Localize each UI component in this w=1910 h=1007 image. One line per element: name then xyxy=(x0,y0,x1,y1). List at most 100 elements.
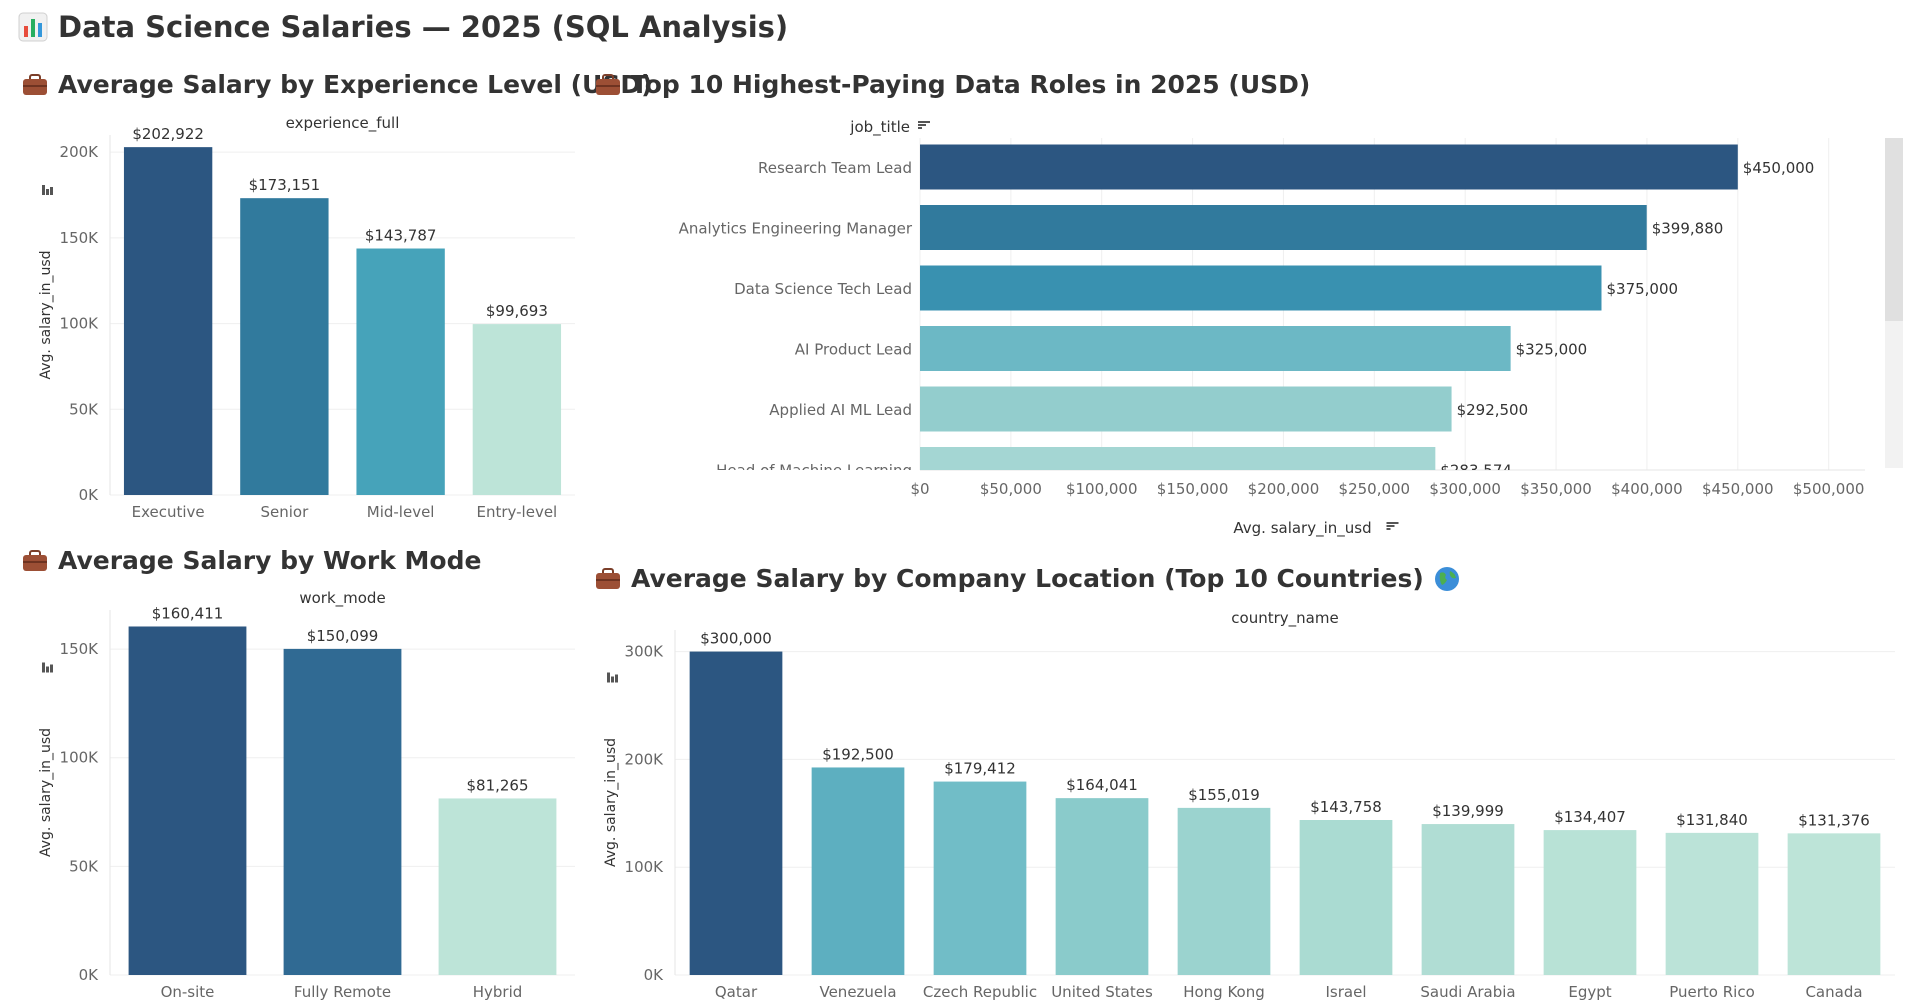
bar-hybrid[interactable] xyxy=(438,798,557,975)
y-tick-label: 200K xyxy=(625,750,665,768)
x-tick-label: $400,000 xyxy=(1611,480,1683,498)
chart-header-label: work_mode xyxy=(299,589,385,608)
dashboard-title: Data Science Salaries — 2025 (SQL Analys… xyxy=(18,10,788,44)
x-tick-label: $150,000 xyxy=(1157,480,1229,498)
y-tick-label: AI Product Lead xyxy=(795,341,912,359)
bar-puerto-rico[interactable] xyxy=(1665,832,1759,975)
x-axis-label: Avg. salary_in_usd xyxy=(1233,519,1371,538)
briefcase-icon xyxy=(596,73,620,95)
bar-analytics-engineering-manager[interactable] xyxy=(920,205,1647,250)
roles-scrollbar[interactable] xyxy=(1885,138,1903,468)
roles-scrollbar-thumb[interactable] xyxy=(1885,138,1903,321)
y-tick-label: 100K xyxy=(60,749,100,767)
x-tick-label: $200,000 xyxy=(1248,480,1320,498)
y-tick-label: 50K xyxy=(69,857,99,875)
bar-mid-level[interactable] xyxy=(356,248,445,495)
workmode-chart-title: Average Salary by Work Mode xyxy=(22,546,481,575)
bar-israel[interactable] xyxy=(1299,820,1393,975)
x-tick-label: Entry-level xyxy=(477,503,558,521)
data-label: $143,758 xyxy=(1310,798,1382,816)
data-label: $131,840 xyxy=(1676,811,1748,829)
x-tick-label: Canada xyxy=(1805,983,1862,1001)
location-chart-title: Average Salary by Company Location (Top … xyxy=(595,564,1460,593)
axis-sort-icon[interactable] xyxy=(42,185,53,195)
bar-qatar[interactable] xyxy=(689,651,783,975)
x-tick-label: United States xyxy=(1051,983,1153,1001)
data-label: $155,019 xyxy=(1188,786,1260,804)
y-tick-label: Analytics Engineering Manager xyxy=(679,220,913,238)
x-axis-sort-icon[interactable] xyxy=(1386,522,1399,530)
y-tick-label: Applied AI ML Lead xyxy=(769,401,912,419)
bar-united-states[interactable] xyxy=(1055,798,1149,975)
bar-saudi-arabia[interactable] xyxy=(1421,824,1515,975)
briefcase-icon xyxy=(23,73,47,95)
bar-research-team-lead[interactable] xyxy=(920,144,1738,190)
data-label: $131,376 xyxy=(1798,811,1870,829)
data-label: $81,265 xyxy=(466,776,528,794)
data-label: $99,693 xyxy=(486,302,548,320)
x-tick-label: Hong Kong xyxy=(1183,983,1265,1001)
experience-chart-title: Average Salary by Experience Level (USD) xyxy=(22,70,653,99)
bar-fully-remote[interactable] xyxy=(283,648,402,975)
experience-chart-title-text: Average Salary by Experience Level (USD) xyxy=(58,70,653,99)
bar-head-of-machine-learning[interactable] xyxy=(920,447,1436,492)
axis-sort-icon[interactable] xyxy=(607,672,618,683)
x-tick-label: $500,000 xyxy=(1793,480,1865,498)
y-tick-label: 200K xyxy=(60,143,100,161)
x-tick-label: $0 xyxy=(910,480,929,498)
data-label: $283,574 xyxy=(1440,462,1512,480)
data-label: $202,922 xyxy=(132,125,204,143)
bar-applied-ai-ml-lead[interactable] xyxy=(920,386,1452,432)
data-label: $325,000 xyxy=(1516,341,1588,359)
data-label: $143,787 xyxy=(365,227,437,245)
y-tick-label: Head of Machine Learning xyxy=(716,462,912,480)
data-label: $139,999 xyxy=(1432,802,1504,820)
bar-ai-product-lead[interactable] xyxy=(920,326,1511,371)
data-label: $399,880 xyxy=(1652,220,1724,238)
axis-sort-icon[interactable] xyxy=(42,662,53,673)
y-tick-label: Research Team Lead xyxy=(758,159,912,177)
bar-data-science-tech-lead[interactable] xyxy=(920,265,1602,311)
x-tick-label: Fully Remote xyxy=(294,983,391,1001)
bar-senior[interactable] xyxy=(240,198,329,495)
x-tick-label: Egypt xyxy=(1568,983,1611,1001)
header-sort-icon[interactable] xyxy=(918,121,930,129)
bar-entry-level[interactable] xyxy=(472,324,562,495)
x-tick-label: Mid-level xyxy=(367,503,435,521)
data-label: $150,099 xyxy=(307,627,379,645)
y-tick-label: 300K xyxy=(625,643,665,661)
data-label: $192,500 xyxy=(822,745,894,763)
x-tick-label: Senior xyxy=(260,503,309,521)
x-tick-label: Hybrid xyxy=(473,983,523,1001)
chart-header-label: country_name xyxy=(1231,609,1338,628)
roles-bars: $450,000 Research Team Lead $399,880 Analyt… xyxy=(679,144,1814,492)
data-label: $164,041 xyxy=(1066,776,1138,794)
y-axis-label: Avg. salary_in_usd xyxy=(603,738,619,867)
bar-hong-kong[interactable] xyxy=(1177,807,1271,975)
y-tick-label: 150K xyxy=(60,229,100,247)
x-tick-label: Puerto Rico xyxy=(1669,983,1755,1001)
bar-chart-icon xyxy=(18,12,48,42)
x-tick-label: $300,000 xyxy=(1429,480,1501,498)
bar-egypt[interactable] xyxy=(1543,830,1637,975)
workmode-chart-title-text: Average Salary by Work Mode xyxy=(58,546,482,575)
bar-on-site[interactable] xyxy=(128,626,247,975)
location-chart-title-text: Average Salary by Company Location (Top … xyxy=(631,564,1424,593)
roles-bar-chart: job_title $0 $50,000 $100,000 $150,000 $200,0… xyxy=(679,118,1865,538)
y-tick-label: 150K xyxy=(60,640,100,658)
dashboard-title-text: Data Science Salaries — 2025 (SQL Analys… xyxy=(58,10,789,44)
y-tick-label: 0K xyxy=(644,966,665,984)
bar-executive[interactable] xyxy=(123,147,213,495)
data-label: $375,000 xyxy=(1606,280,1678,298)
y-tick-label: 0K xyxy=(79,486,100,504)
workmode-bar-chart: work_mode 0K 50K 100K 150K Avg. salary_in_usd… xyxy=(38,589,575,1001)
briefcase-icon xyxy=(23,549,47,571)
bar-venezuela[interactable] xyxy=(811,767,905,975)
x-tick-label: $50,000 xyxy=(980,480,1042,498)
y-tick-label: 100K xyxy=(625,858,665,876)
x-tick-label: $100,000 xyxy=(1066,480,1138,498)
data-label: $179,412 xyxy=(944,760,1016,778)
data-label: $300,000 xyxy=(700,630,772,648)
bar-canada[interactable] xyxy=(1787,833,1881,975)
bar-czech-republic[interactable] xyxy=(933,781,1027,975)
